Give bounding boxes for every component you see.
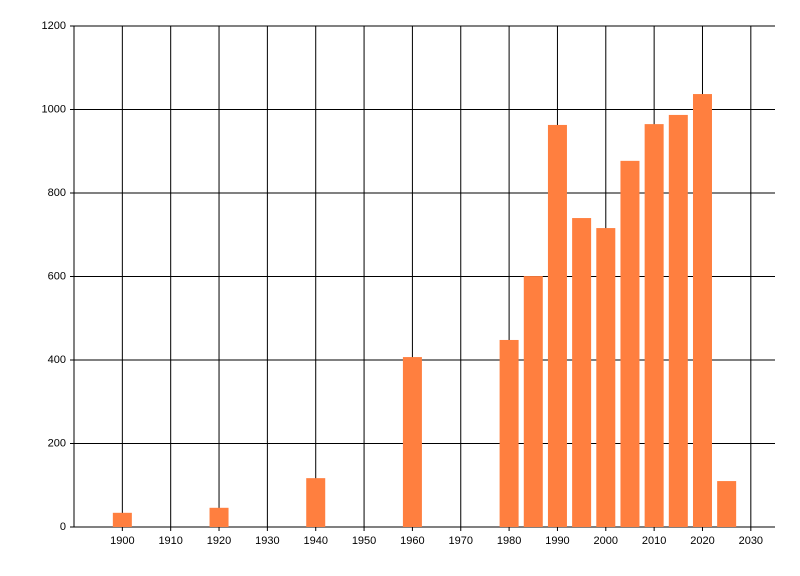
y-tick-label: 600 — [48, 270, 66, 282]
bar — [644, 124, 664, 528]
x-tick-label: 1980 — [497, 535, 521, 547]
bar — [620, 160, 640, 528]
x-tick-label: 1900 — [110, 535, 134, 547]
bar — [523, 276, 543, 527]
x-tick-label: 1950 — [352, 535, 376, 547]
bar — [717, 481, 737, 527]
bar — [572, 218, 592, 528]
bar — [112, 512, 132, 527]
x-tick-label: 1970 — [449, 535, 473, 547]
bar — [668, 114, 688, 528]
bar — [692, 94, 712, 528]
x-tick-label: 2000 — [594, 535, 618, 547]
y-tick-label: 800 — [48, 187, 66, 199]
bar — [209, 507, 229, 527]
x-tick-label: 2010 — [642, 535, 666, 547]
x-tick-label: 2020 — [690, 535, 714, 547]
x-tick-label: 2030 — [739, 535, 763, 547]
bar — [402, 357, 422, 527]
x-tick-label: 1930 — [255, 535, 279, 547]
x-tick-label: 1960 — [400, 535, 424, 547]
y-tick-label: 1000 — [42, 103, 66, 115]
x-tick-label: 1940 — [303, 535, 327, 547]
bar — [547, 124, 567, 527]
bar — [306, 478, 326, 527]
y-tick-label: 1200 — [42, 20, 66, 32]
y-tick-label: 0 — [60, 521, 66, 533]
x-tick-label: 1920 — [207, 535, 231, 547]
y-tick-label: 200 — [48, 437, 66, 449]
bar — [596, 228, 616, 527]
x-tick-label: 1910 — [158, 535, 182, 547]
y-tick-label: 400 — [48, 354, 66, 366]
x-tick-label: 1990 — [545, 535, 569, 547]
bar — [499, 339, 519, 527]
